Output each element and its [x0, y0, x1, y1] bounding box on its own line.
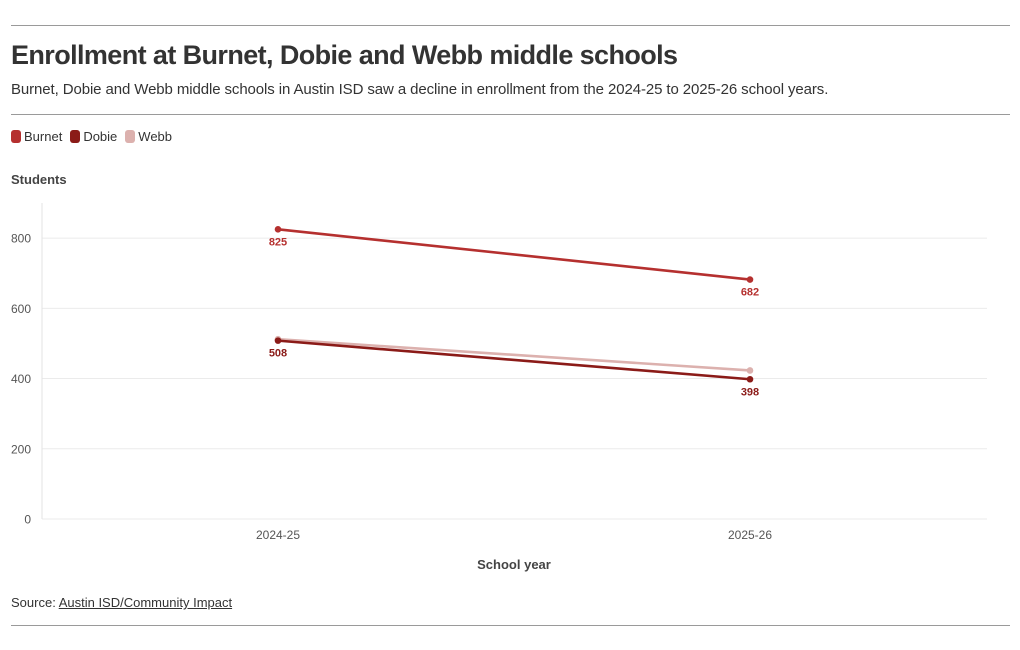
- legend-item-burnet[interactable]: Burnet: [11, 129, 62, 144]
- data-label: 825: [269, 236, 287, 248]
- chart-subtitle: Burnet, Dobie and Webb middle schools in…: [11, 81, 829, 98]
- legend-label-webb: Webb: [138, 129, 173, 144]
- x-tick-label: 2024-25: [256, 528, 300, 542]
- data-point-burnet: [274, 226, 282, 233]
- series-line-dobie: [277, 339, 751, 381]
- y-tick-label: 0: [24, 513, 31, 527]
- legend-item-webb[interactable]: Webb: [125, 129, 172, 144]
- line-chart: 0 200 400 600 800 2024-25 2025-26 School year 82…: [11, 203, 987, 572]
- legend: Burnet Dobie Webb: [11, 129, 180, 144]
- data-point-burnet: [746, 276, 754, 283]
- x-axis-title: School year: [477, 557, 551, 572]
- y-tick-label: 400: [11, 372, 31, 386]
- y-tick-label: 600: [11, 302, 31, 316]
- source-prefix: Source:: [11, 595, 59, 610]
- legend-item-dobie[interactable]: Dobie: [70, 129, 117, 144]
- data-point-dobie: [274, 337, 282, 344]
- bottom-rule: [11, 625, 1010, 626]
- legend-label-burnet: Burnet: [24, 129, 63, 144]
- data-label: 398: [741, 386, 759, 398]
- legend-swatch-burnet: [11, 130, 21, 143]
- data-point-dobie: [746, 375, 754, 383]
- chart-title: Enrollment at Burnet, Dobie and Webb mid…: [11, 40, 678, 70]
- data-label: 508: [269, 348, 287, 360]
- source-note: Source: Austin ISD/Community Impact: [11, 595, 232, 610]
- data-point-webb: [746, 367, 754, 374]
- y-axis-title: Students: [11, 172, 67, 187]
- legend-swatch-dobie: [70, 130, 81, 143]
- series-line-webb: [277, 337, 751, 372]
- data-label: 682: [741, 287, 759, 299]
- header-rule: [11, 114, 1010, 115]
- y-tick-label: 800: [11, 232, 31, 246]
- x-tick-label: 2025-26: [728, 528, 772, 542]
- series-line-burnet: [277, 228, 751, 281]
- legend-swatch-webb: [125, 130, 136, 143]
- y-tick-label: 200: [11, 442, 31, 456]
- source-link[interactable]: Austin ISD/Community Impact: [58, 595, 233, 610]
- top-rule: [11, 25, 1010, 26]
- legend-label-dobie: Dobie: [83, 129, 118, 144]
